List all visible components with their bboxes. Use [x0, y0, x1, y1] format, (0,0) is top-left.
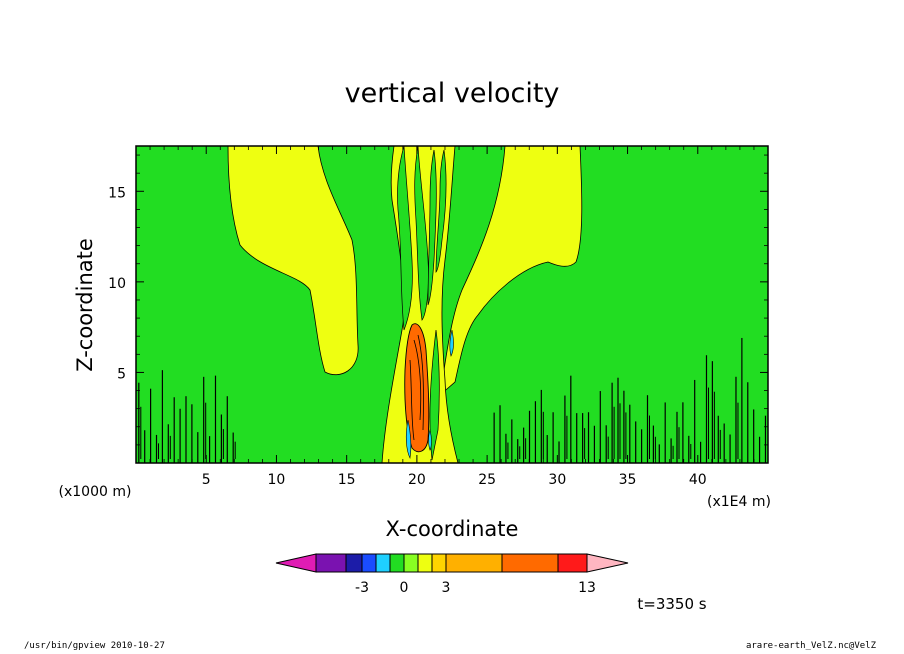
x-tick-label: 35 [619, 472, 637, 488]
plot-area [136, 146, 768, 463]
colorbar-tick-label: -3 [355, 580, 369, 596]
colorbar-box [345, 553, 363, 573]
footer-right: arare-earth_VelZ.nc@VelZ [745, 641, 876, 651]
chart-title: vertical velocity [345, 78, 560, 109]
colorbar-box [417, 553, 433, 573]
streak-3 [427, 149, 437, 306]
x-tick-label: 40 [689, 472, 707, 488]
y-tick-label: 10 [108, 276, 126, 292]
colorbar-box [445, 553, 503, 573]
colorbar-underflow [275, 553, 317, 573]
streak-2 [414, 146, 429, 321]
colorbar-box [501, 553, 559, 573]
colorbar-box [431, 553, 447, 573]
negative-region-1 [405, 419, 412, 459]
y-tick-label: 15 [108, 185, 126, 201]
colorbar-box [403, 553, 419, 573]
core-contours [409, 334, 424, 441]
streak-5 [429, 329, 440, 461]
streak-4 [435, 149, 447, 273]
time-label: t=3350 s [637, 595, 706, 613]
x-tick-label: 10 [268, 472, 286, 488]
negative-region-2 [449, 329, 454, 357]
x-tick-label: 5 [202, 472, 211, 488]
plot-frame [135, 145, 769, 464]
strong-updraft-core [404, 323, 430, 453]
x-axis-title: X-coordinate [386, 517, 519, 541]
colorbar-box [375, 553, 391, 573]
y-tick-label: 5 [117, 366, 126, 382]
x-tick-label: 25 [478, 472, 496, 488]
colorbar-tick-label: 0 [400, 580, 409, 596]
x-tick-label: 15 [338, 472, 356, 488]
colorbar-box [315, 553, 347, 573]
y-axis-title: Z-coordinate [73, 238, 97, 372]
positive-region-right [439, 146, 583, 397]
colorbar-box [361, 553, 377, 573]
negative-region-3 [428, 428, 432, 451]
colorbar-tick-label: 13 [578, 580, 596, 596]
x-tick-label: 20 [408, 472, 426, 488]
positive-region-left [227, 146, 359, 376]
footer-left: /usr/bin/gpview 2010-10-27 [24, 641, 165, 651]
axes: 5 10 15 20 25 30 35 40 5 10 15 [108, 146, 768, 488]
x-tick-label: 30 [548, 472, 566, 488]
y-unit-label: (x1000 m) [59, 484, 132, 500]
colorbar-box [389, 553, 405, 573]
colorbar-overflow [586, 553, 629, 573]
streak-1 [397, 146, 413, 331]
colorbar [275, 553, 629, 573]
surface-wave-contours [138, 337, 767, 463]
colorbar-labels: -3 0 3 13 [355, 580, 596, 596]
colorbar-tick-label: 3 [442, 580, 451, 596]
colorbar-box [557, 553, 588, 573]
x-unit-label: (x1E4 m) [707, 494, 771, 510]
